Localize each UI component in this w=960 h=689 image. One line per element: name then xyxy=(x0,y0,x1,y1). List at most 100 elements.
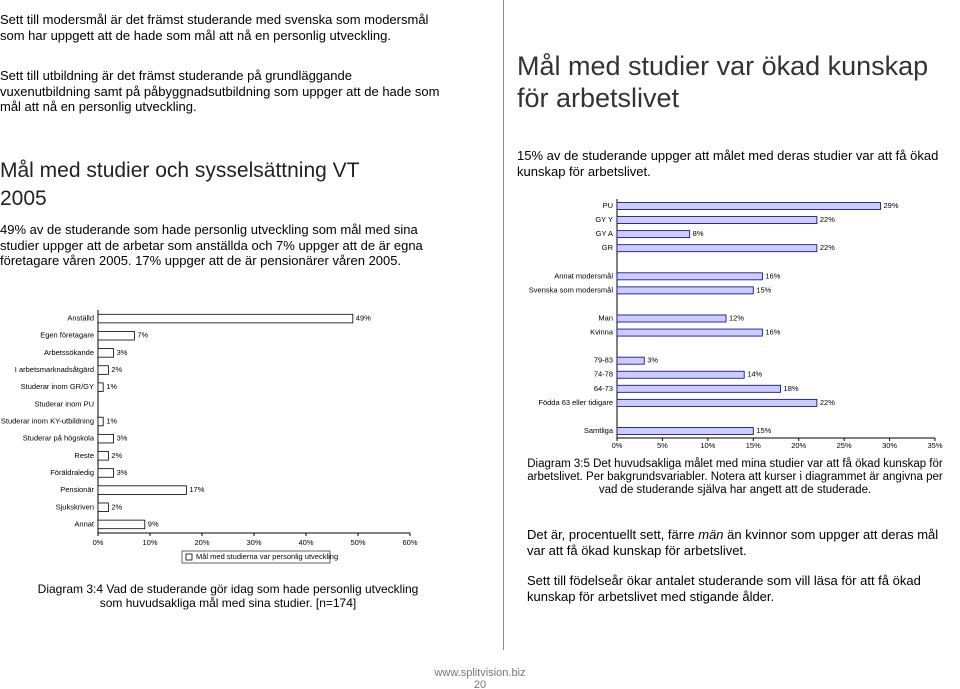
data-label: 22% xyxy=(820,398,835,407)
y-tick-label: Egen företagare xyxy=(40,331,94,340)
x-tick-label: 20% xyxy=(194,538,209,547)
data-label: 8% xyxy=(693,229,704,238)
text: än kvinnor som uppger att deras mål var … xyxy=(527,527,939,558)
bar xyxy=(616,314,727,323)
x-tick-label: 20% xyxy=(791,441,806,450)
bar xyxy=(97,313,354,324)
legend-frame xyxy=(181,550,331,564)
y-tick-label: PU xyxy=(603,201,613,210)
paragraph: Sett till födelseår ökar antalet studera… xyxy=(527,573,921,604)
paragraph: 15% av de studerande uppger att målet me… xyxy=(517,148,939,179)
data-label: 3% xyxy=(117,434,128,443)
y-tick-label: Sjukskriven xyxy=(56,502,94,511)
data-label: 16% xyxy=(765,328,780,337)
bar xyxy=(616,202,881,210)
data-label: 22% xyxy=(820,215,835,224)
data-label: 2% xyxy=(111,451,122,460)
y-tick-label: GY A xyxy=(596,229,613,238)
y-tick-label: 64-73 xyxy=(594,384,613,393)
data-label: 1% xyxy=(106,416,117,425)
bar xyxy=(97,331,135,341)
bar xyxy=(97,433,114,444)
y-tick-label: Studerar inom GR/GY xyxy=(21,382,94,391)
data-label: 16% xyxy=(765,271,780,280)
x-tick-label: 35% xyxy=(927,441,942,450)
bar xyxy=(97,468,114,478)
y-tick-label: Föräldraledig xyxy=(50,468,94,477)
bar xyxy=(616,398,818,407)
x-tick-label: 60% xyxy=(402,538,417,547)
y-tick-label: 74-78 xyxy=(594,370,613,379)
divider xyxy=(503,0,504,650)
data-label: 18% xyxy=(784,384,799,393)
data-label: 15% xyxy=(756,426,771,435)
x-tick-label: 30% xyxy=(882,441,897,450)
data-label: 3% xyxy=(117,348,128,357)
y-tick-label: I arbetsmarknadsåtgärd xyxy=(15,365,94,374)
y-tick-label: Man xyxy=(598,313,613,322)
y-tick-label: Samtliga xyxy=(584,426,614,435)
x-tick-label: 0% xyxy=(612,441,623,450)
x-tick-label: 15% xyxy=(746,441,761,450)
y-tick-label: 79-83 xyxy=(594,356,613,365)
x-tick-label: 10% xyxy=(700,441,715,450)
y-tick-label: Reste xyxy=(74,451,94,460)
x-tick-label: 0% xyxy=(93,538,104,547)
data-label: 9% xyxy=(148,519,159,528)
y-tick-label: Arbetssökande xyxy=(44,348,94,357)
data-label: 49% xyxy=(356,314,371,323)
paragraph: Sett till utbildning är det främst stude… xyxy=(0,68,440,114)
bar xyxy=(97,348,114,358)
bar xyxy=(97,382,104,392)
bar xyxy=(616,370,745,379)
data-label: 2% xyxy=(111,502,122,511)
caption: Diagram 3:5 Det huvudsakliga målet med m… xyxy=(527,458,943,496)
y-tick-label: GY Y xyxy=(595,215,613,224)
footer-url: www.splitvision.biz xyxy=(434,667,526,679)
bar xyxy=(616,427,754,435)
bar xyxy=(616,356,645,365)
data-label: 15% xyxy=(756,285,771,294)
y-tick-label: Studerar inom PU xyxy=(34,399,94,408)
x-tick-label: 50% xyxy=(350,538,365,547)
y-tick-label: Annat modersmål xyxy=(554,271,613,280)
bar xyxy=(97,451,109,461)
data-label: 3% xyxy=(117,468,128,477)
legend-swatch xyxy=(185,553,193,561)
bar xyxy=(97,519,146,530)
y-tick-label: Studerar på högskola xyxy=(23,434,95,443)
y-tick-label: GR xyxy=(602,243,614,252)
x-tick-label: 5% xyxy=(657,441,668,450)
data-label: 29% xyxy=(883,201,898,210)
x-tick-label: 10% xyxy=(142,538,157,547)
text: män xyxy=(698,527,724,542)
page-number: 20 xyxy=(473,679,487,689)
heading: Mål med studier var ökad kunskap för arb… xyxy=(517,51,929,113)
bar xyxy=(97,365,109,375)
data-label: 1% xyxy=(106,382,117,391)
bar xyxy=(616,244,818,253)
text: Det är, procentuellt sett, färre xyxy=(527,527,699,542)
y-tick-label: Svenska som modersmål xyxy=(529,285,614,294)
data-label: 3% xyxy=(647,356,658,365)
x-tick-label: 25% xyxy=(837,441,852,450)
bar xyxy=(616,384,781,393)
data-label: 7% xyxy=(137,331,148,340)
heading: Mål med studier och sysselsättning VT 20… xyxy=(0,159,360,210)
data-label: 22% xyxy=(820,243,835,252)
bar xyxy=(616,272,763,281)
data-label: 17% xyxy=(189,485,204,494)
bar xyxy=(97,485,187,495)
paragraph: Sett till modersmål är det främst studer… xyxy=(0,12,429,43)
bar xyxy=(97,502,109,512)
paragraph: Det är, procentuellt sett, färre män än … xyxy=(527,527,947,558)
y-tick-label: Pensionär xyxy=(60,485,94,494)
caption: Diagram 3:4 Vad de studerande gör idag s… xyxy=(37,582,419,610)
y-tick-label: Kvinna xyxy=(590,328,614,337)
bar xyxy=(616,216,818,225)
legend-label: Mål med studierna var personlig utveckli… xyxy=(196,552,338,561)
y-tick-label: Anställd xyxy=(67,314,94,323)
bar xyxy=(616,286,754,295)
